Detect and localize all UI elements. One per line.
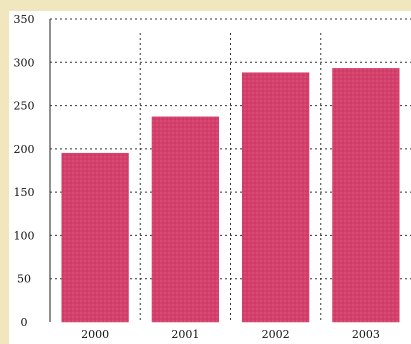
y-tick-label-100: 100 bbox=[14, 229, 35, 242]
y-tick-label-150: 150 bbox=[14, 186, 35, 199]
y-tick-label-300: 300 bbox=[14, 56, 35, 69]
y-tick-label-350: 350 bbox=[14, 13, 35, 26]
labels-layer: 0 50 100 150 200 250 300 350 2000 2001 2002 2003 bbox=[14, 13, 380, 341]
x-tick-label-2001: 2001 bbox=[171, 328, 199, 341]
x-tick-label-2003: 2003 bbox=[352, 328, 380, 341]
x-tick-label-2000: 2000 bbox=[81, 328, 109, 341]
y-tick-label-0: 0 bbox=[21, 316, 28, 329]
y-tick-label-200: 200 bbox=[14, 143, 35, 156]
y-tick-label-50: 50 bbox=[17, 273, 31, 286]
bars-layer bbox=[61, 68, 400, 323]
bar-2000 bbox=[61, 152, 129, 323]
bar-2003 bbox=[332, 68, 400, 323]
bar-2002 bbox=[241, 72, 310, 323]
bar-2001 bbox=[151, 116, 220, 323]
y-tick-label-250: 250 bbox=[14, 100, 35, 113]
x-tick-label-2002: 2002 bbox=[262, 328, 290, 341]
